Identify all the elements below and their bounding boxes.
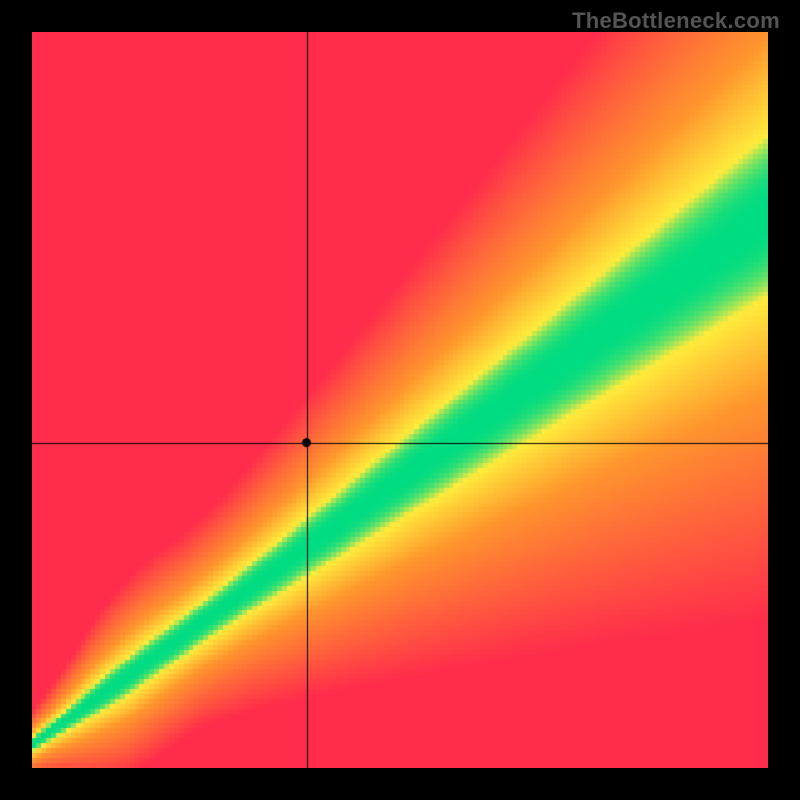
heatmap-canvas [32, 32, 768, 768]
watermark-text: TheBottleneck.com [572, 8, 780, 34]
chart-container: TheBottleneck.com [0, 0, 800, 800]
